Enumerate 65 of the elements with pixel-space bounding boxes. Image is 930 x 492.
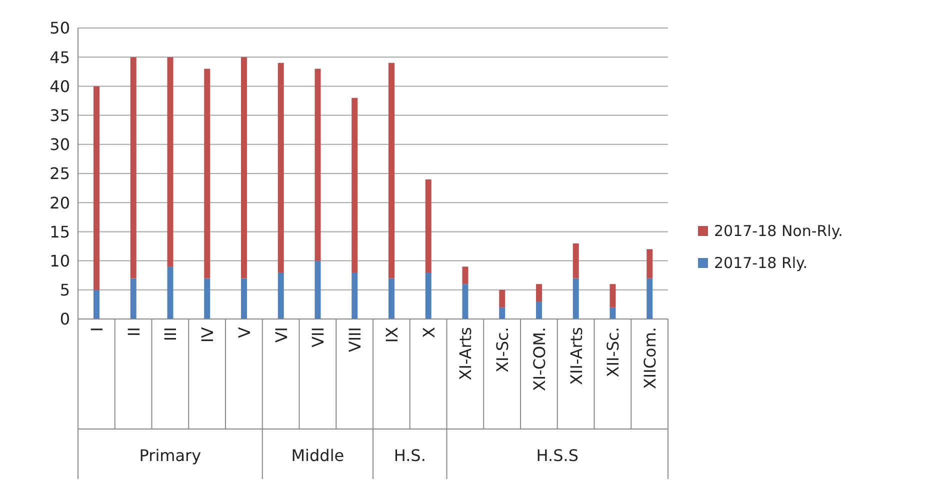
bar <box>93 290 100 319</box>
bar <box>499 307 506 319</box>
bar <box>646 278 653 319</box>
bar <box>204 278 210 319</box>
legend-label: 2017-18 Non-Rly. <box>714 222 843 240</box>
x-tick-label: VI <box>272 327 291 343</box>
y-tick-label: 50 <box>50 18 70 38</box>
text: H.S.S <box>536 446 578 465</box>
bar <box>536 284 542 302</box>
y-tick-label: 0 <box>60 310 70 329</box>
x-tick-label: VII <box>308 327 328 348</box>
bar <box>314 260 321 319</box>
x-tick-label: XIICom. <box>640 327 660 390</box>
bar <box>425 272 432 319</box>
bar <box>572 243 579 278</box>
y-tick-label: 40 <box>50 76 70 96</box>
bar <box>388 62 394 278</box>
x-tick-label: XI-COM. <box>530 327 549 392</box>
x-tick-label: IX <box>382 326 402 343</box>
x-tick-label: XI-Sc. <box>493 327 512 372</box>
bar <box>352 272 358 319</box>
bar <box>536 302 542 319</box>
bar <box>425 179 432 272</box>
bar <box>462 266 468 284</box>
bar <box>572 278 579 319</box>
x-tick-label: III <box>161 327 180 342</box>
bar <box>278 272 284 319</box>
legend-label: 2017-18 Rly. <box>714 254 808 272</box>
x-tick-label: XII-Arts <box>566 327 586 385</box>
y-tick-label: 30 <box>50 135 70 154</box>
y-tick-label: 45 <box>50 48 70 67</box>
y-tick-label: 35 <box>50 106 70 125</box>
bar <box>646 249 653 278</box>
x-tick-label: VIII <box>346 327 365 352</box>
bar <box>240 57 247 278</box>
bar <box>130 57 136 278</box>
bar <box>499 290 506 308</box>
y-tick-label: 20 <box>50 193 70 212</box>
y-tick-label: 5 <box>60 280 70 300</box>
bar <box>352 98 358 272</box>
y-tick-label: 15 <box>50 222 70 242</box>
bar <box>388 278 394 319</box>
bar <box>610 284 616 308</box>
x-tick-label: XI-Arts <box>456 327 476 380</box>
bar <box>204 68 210 278</box>
bar <box>240 278 247 319</box>
y-tick-label: 10 <box>50 251 70 270</box>
x-tick-label: IV <box>198 326 218 343</box>
text: H.S. <box>394 446 426 465</box>
x-tick-label: I <box>87 327 106 332</box>
bar <box>462 284 468 319</box>
x-tick-label: V <box>234 326 254 338</box>
bar <box>93 86 100 290</box>
bar <box>167 266 174 319</box>
bar <box>610 307 616 319</box>
y-tick-label: 25 <box>50 164 70 184</box>
bar <box>130 278 136 319</box>
bar <box>314 68 321 261</box>
text: Primary <box>139 446 202 465</box>
x-tick-label: XII-Sc. <box>604 327 623 378</box>
text: Middle <box>291 446 344 465</box>
x-tick-label: X <box>419 326 438 338</box>
bar <box>278 62 284 272</box>
bar <box>167 57 174 267</box>
x-tick-label: II <box>124 327 144 336</box>
